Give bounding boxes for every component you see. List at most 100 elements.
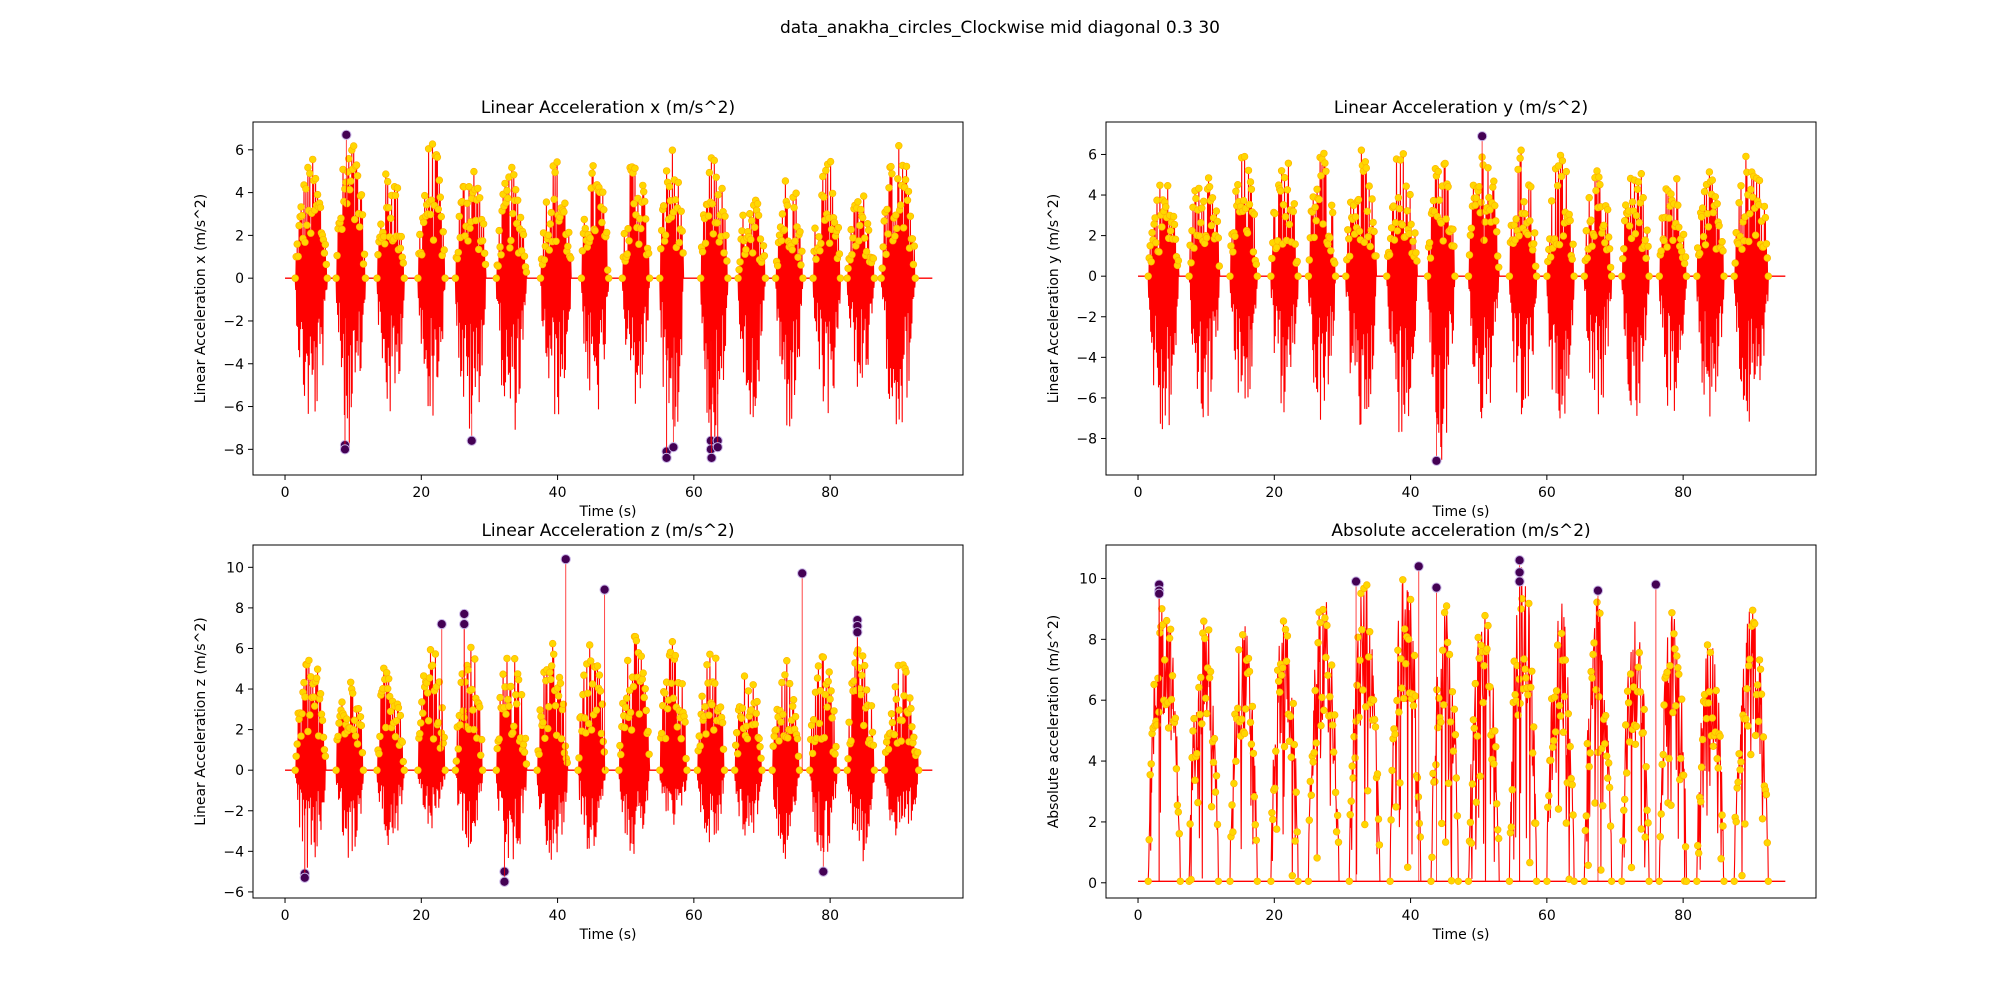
data-point (1146, 242, 1154, 250)
data-point (1746, 210, 1754, 218)
data-point (1439, 237, 1447, 245)
data-point (1425, 239, 1434, 247)
x-tick-label: 80 (821, 908, 839, 924)
data-point (1328, 721, 1337, 729)
data-point (547, 662, 556, 670)
outlier-point (661, 452, 672, 463)
data-point (313, 665, 322, 673)
data-point (1333, 811, 1342, 820)
data-point (1249, 248, 1258, 256)
y-axis-label: Linear Acceleration z (m/s^2) (193, 617, 209, 825)
data-point (794, 253, 802, 261)
burst-series-line (454, 171, 487, 429)
data-point (1476, 772, 1484, 780)
data-point (701, 703, 709, 711)
data-point (675, 238, 683, 247)
data-point (601, 766, 609, 774)
data-point (544, 231, 552, 239)
data-point (1547, 197, 1556, 205)
data-point (471, 655, 479, 663)
data-point (546, 220, 554, 228)
data-point (512, 700, 521, 708)
data-point (901, 176, 910, 184)
data-point (1345, 235, 1353, 243)
data-point (1304, 877, 1313, 885)
data-point (1624, 699, 1633, 707)
data-point (398, 738, 406, 746)
data-point (768, 766, 776, 774)
data-point (1527, 683, 1535, 692)
data-point (582, 729, 590, 737)
data-point (1331, 788, 1340, 797)
data-point (1363, 787, 1372, 795)
data-point (693, 766, 701, 774)
data-point (1162, 616, 1171, 625)
data-point (657, 729, 666, 738)
data-point (1399, 576, 1407, 584)
data-point (1718, 238, 1726, 246)
data-point (716, 703, 725, 711)
data-point (298, 710, 306, 718)
data-point (316, 689, 325, 698)
y-tick-label: 0 (1088, 269, 1097, 285)
data-point (470, 167, 478, 176)
data-point (1348, 762, 1356, 770)
outlier-point (1514, 567, 1525, 578)
outlier-point (852, 627, 863, 638)
data-point (656, 274, 664, 282)
data-point (1322, 167, 1330, 176)
data-point (1271, 784, 1279, 792)
data-point (1477, 198, 1485, 207)
data-point (1187, 259, 1195, 267)
data-point (888, 718, 897, 727)
y-tick-label: −8 (223, 442, 244, 458)
data-point (332, 766, 340, 774)
data-point (1450, 242, 1458, 250)
y-tick-label: 4 (235, 186, 244, 202)
data-point (438, 704, 446, 712)
data-point (621, 703, 630, 712)
data-point (464, 666, 472, 674)
data-point (884, 230, 892, 238)
data-point (1464, 877, 1473, 885)
data-point (1330, 711, 1339, 719)
data-point (910, 733, 918, 741)
data-point (862, 247, 871, 256)
data-point (1627, 234, 1636, 243)
data-point (311, 174, 320, 183)
data-point (373, 766, 381, 774)
burst-series-line (1467, 157, 1500, 419)
data-point (1515, 675, 1523, 683)
data-point (599, 188, 607, 196)
data-point (1549, 736, 1558, 745)
burst-series-line (294, 159, 328, 414)
data-point (1173, 801, 1182, 809)
outlier-point (1413, 561, 1424, 572)
outlier-point (1477, 131, 1488, 142)
outlier-point (459, 608, 470, 620)
data-point (440, 733, 448, 742)
data-point (1391, 730, 1399, 738)
data-point (1306, 777, 1315, 786)
data-point (1351, 213, 1360, 221)
data-point (625, 237, 633, 245)
data-point (1293, 257, 1301, 266)
data-point (1313, 185, 1321, 194)
data-point (1732, 818, 1740, 826)
data-point (1673, 652, 1681, 660)
data-point (1663, 668, 1671, 676)
data-point (1232, 187, 1240, 196)
data-point (1281, 625, 1290, 634)
data-point (630, 200, 638, 208)
data-point (1469, 716, 1478, 724)
data-point (620, 723, 629, 732)
data-point (1454, 877, 1463, 885)
data-point (777, 236, 786, 245)
data-point (848, 251, 856, 259)
data-point (1166, 625, 1175, 633)
data-point (858, 213, 867, 222)
burst-2 (332, 142, 370, 448)
data-point (399, 757, 407, 766)
data-point (1396, 779, 1404, 787)
data-point (1326, 234, 1334, 242)
